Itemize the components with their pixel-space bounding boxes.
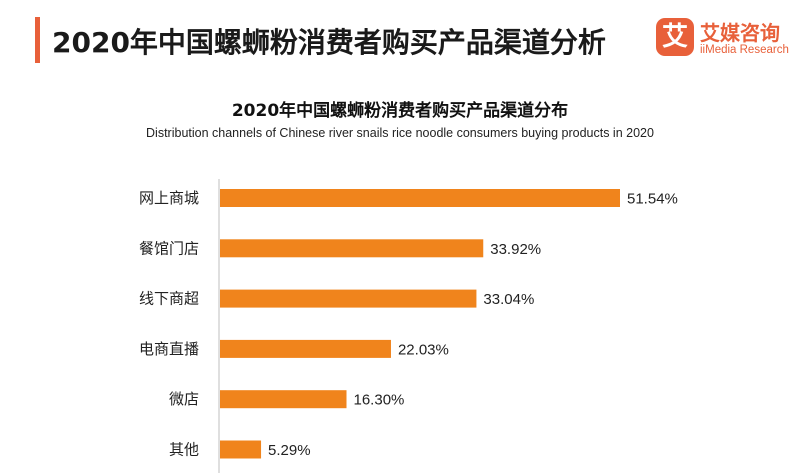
chart-subtitle: Distribution channels of Chinese river s…	[146, 126, 654, 140]
bar-0	[220, 189, 620, 207]
value-label-4: 16.30%	[354, 392, 405, 409]
bar-2	[220, 289, 477, 308]
category-label-5: 其他	[169, 441, 199, 459]
value-label-3: 22.03%	[398, 341, 449, 358]
category-label-2: 线下商超	[139, 290, 199, 308]
value-label-5: 5.29%	[268, 442, 311, 459]
value-label-1: 33.92%	[490, 241, 541, 258]
brand-logo-icon: 艾	[656, 18, 694, 56]
title-accent-bar	[35, 17, 40, 63]
bar-3	[220, 339, 391, 358]
category-label-3: 电商直播	[139, 340, 199, 358]
brand-name: 艾媒咨询	[700, 21, 780, 45]
bar-5	[220, 440, 262, 459]
brand-logo-block: 艾 艾媒咨询 iiMedia Research	[656, 16, 796, 66]
brand-subtitle: iiMedia Research	[700, 44, 789, 56]
category-label-0: 网上商城	[139, 189, 199, 207]
bar-4	[220, 390, 347, 409]
page-header: 2020年中国螺蛳粉消费者购买产品渠道分析 艾 艾媒咨询 iiMedia Res…	[0, 0, 800, 80]
category-label-4: 微店	[169, 390, 199, 408]
value-label-0: 51.54%	[627, 191, 678, 208]
chart-title: 2020年中国螺蛳粉消费者购买产品渠道分布	[231, 101, 569, 121]
bar-1	[220, 239, 484, 258]
value-label-2: 33.04%	[483, 291, 534, 308]
category-label-1: 餐馆门店	[139, 239, 199, 257]
page-title: 2020年中国螺蛳粉消费者购买产品渠道分析	[52, 26, 606, 59]
